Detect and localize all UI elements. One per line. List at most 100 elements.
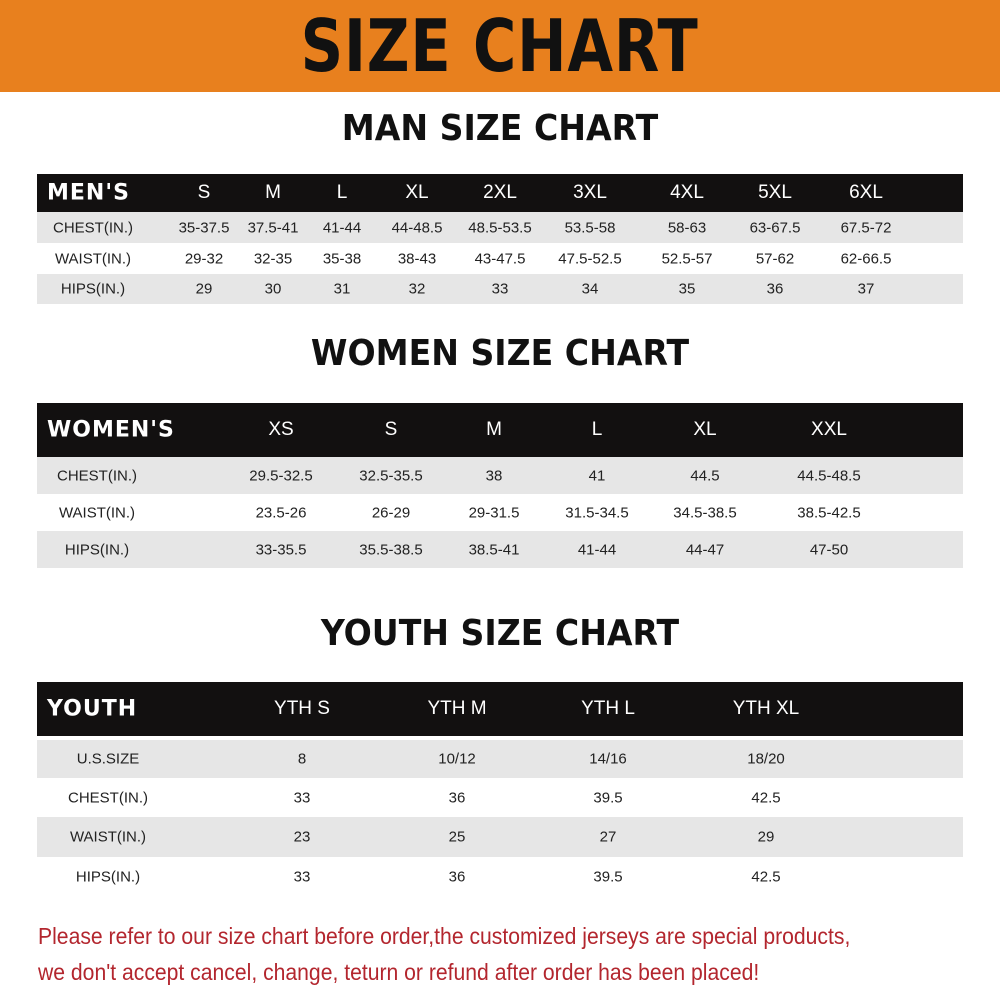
table-title-cell: WOMEN'S xyxy=(47,417,175,443)
size-header: XL xyxy=(405,182,429,203)
size-header: YTH XL xyxy=(732,698,800,719)
title-banner: SIZE CHART xyxy=(0,0,1000,92)
disclaimer-line-1: Please refer to our size chart before or… xyxy=(38,923,851,949)
measurement-cell: 29.5-32.5 xyxy=(249,467,313,484)
measurement-cell: 44.5 xyxy=(690,467,720,484)
measurement-cell: 63-67.5 xyxy=(749,219,801,236)
table-row: WAIST(IN.) 29-32 32-35 35-38 38-43 43-47.5 47.… xyxy=(37,243,963,274)
measurement-cell: 42.5 xyxy=(751,868,781,886)
measurement-cell: 29 xyxy=(757,828,775,846)
measurement-cell: 35 xyxy=(678,280,696,298)
size-header: 4XL xyxy=(670,182,704,203)
row-label: HIPS(IN.) xyxy=(75,868,141,886)
measurement-cell: 62-66.5 xyxy=(840,250,892,267)
table-row: CHEST(IN.) 33 36 39.5 42.5 xyxy=(37,778,963,817)
measurement-cell: 37.5-41 xyxy=(247,219,299,236)
measurement-cell: 29 xyxy=(195,280,213,298)
measurement-cell: 67.5-72 xyxy=(840,219,892,236)
measurement-cell: 33-35.5 xyxy=(255,541,307,558)
measurement-cell: 29-32 xyxy=(184,250,224,267)
men-section-title: MAN SIZE CHART xyxy=(341,108,659,149)
row-label: CHEST(IN.) xyxy=(53,219,133,236)
measurement-cell: 32-35 xyxy=(253,250,293,267)
table-row: HIPS(IN.) 33-35.5 35.5-38.5 38.5-41 41-44 44-… xyxy=(37,531,963,568)
measurement-cell: 47-50 xyxy=(809,541,849,558)
size-header: M xyxy=(486,419,502,440)
row-label: CHEST(IN.) xyxy=(57,467,137,484)
size-header: M xyxy=(265,182,281,203)
size-header: S xyxy=(384,419,398,440)
measurement-cell: 26-29 xyxy=(371,504,411,521)
measurement-cell: 57-62 xyxy=(755,250,795,267)
measurement-cell: 36 xyxy=(448,789,466,806)
measurement-cell: 36 xyxy=(766,280,784,298)
measurement-cell: 33 xyxy=(491,280,509,298)
page-title: SIZE CHART xyxy=(301,4,699,88)
measurement-cell: 47.5-52.5 xyxy=(558,250,622,267)
measurement-cell: 53.5-58 xyxy=(564,219,616,236)
header-row: YOUTH YTH S YTH M YTH L YTH XL xyxy=(37,682,963,736)
size-header: 3XL xyxy=(573,182,607,203)
table-title-cell: MEN'S xyxy=(47,180,130,206)
measurement-cell: 18/20 xyxy=(747,750,785,768)
women-size-table: WOMEN'S XS S M L XL XXL CHEST(IN.) 29.5-32.5 32.5… xyxy=(37,403,963,568)
measurement-cell: 44-48.5 xyxy=(391,219,443,236)
table-title-cell: YOUTH xyxy=(47,696,138,722)
row-label: WAIST(IN.) xyxy=(54,250,132,267)
size-header: 2XL xyxy=(483,182,517,203)
row-label: WAIST(IN.) xyxy=(69,828,147,846)
measurement-cell: 31.5-34.5 xyxy=(565,504,629,521)
table-row: CHEST(IN.) 29.5-32.5 32.5-35.5 38 41 44.5 44.5… xyxy=(37,457,963,494)
table-row: WAIST(IN.) 23.5-26 26-29 29-31.5 31.5-34.5 34… xyxy=(37,494,963,531)
measurement-cell: 39.5 xyxy=(593,789,623,806)
row-label: WAIST(IN.) xyxy=(58,504,136,521)
size-header: 6XL xyxy=(849,182,883,203)
size-header: XS xyxy=(268,419,294,440)
header-row: MEN'S S M L XL 2XL 3XL 4XL 5XL 6XL xyxy=(37,174,963,212)
measurement-cell: 25 xyxy=(448,828,466,846)
measurement-cell: 52.5-57 xyxy=(661,250,713,267)
measurement-cell: 23 xyxy=(293,828,311,846)
measurement-cell: 30 xyxy=(264,280,282,298)
measurement-cell: 35-38 xyxy=(322,250,362,267)
size-header: YTH M xyxy=(427,698,487,719)
measurement-cell: 34.5-38.5 xyxy=(673,504,737,521)
size-header: YTH L xyxy=(581,698,635,719)
men-size-table: MEN'S S M L XL 2XL 3XL 4XL 5XL 6XL CHEST(IN.) 35-37… xyxy=(37,174,963,304)
measurement-cell: 8 xyxy=(297,750,307,768)
measurement-cell: 35.5-38.5 xyxy=(359,541,423,558)
row-label: U.S.SIZE xyxy=(76,750,140,768)
measurement-cell: 44.5-48.5 xyxy=(797,467,861,484)
measurement-cell: 39.5 xyxy=(593,868,623,886)
measurement-cell: 42.5 xyxy=(751,789,781,806)
women-section-title: WOMEN SIZE CHART xyxy=(310,333,690,374)
size-header: YTH S xyxy=(274,698,330,719)
measurement-cell: 38.5-41 xyxy=(468,541,520,558)
measurement-cell: 14/16 xyxy=(589,750,627,768)
youth-section-title: YOUTH SIZE CHART xyxy=(320,613,680,654)
table-row: U.S.SIZE 8 10/12 14/16 18/20 xyxy=(37,740,963,778)
disclaimer-notice: Please refer to our size chart before or… xyxy=(38,918,884,990)
measurement-cell: 43-47.5 xyxy=(474,250,526,267)
measurement-cell: 37 xyxy=(857,280,875,298)
measurement-cell: 35-37.5 xyxy=(178,219,230,236)
measurement-cell: 33 xyxy=(293,868,311,886)
measurement-cell: 32.5-35.5 xyxy=(359,467,423,484)
table-row: WAIST(IN.) 23 25 27 29 xyxy=(37,817,963,857)
disclaimer-line-2: we don't accept cancel, change, teturn o… xyxy=(38,959,760,985)
measurement-cell: 32 xyxy=(408,280,426,298)
size-header: S xyxy=(197,182,211,203)
header-row: WOMEN'S XS S M L XL XXL xyxy=(37,403,963,457)
measurement-cell: 41-44 xyxy=(322,219,362,236)
size-header: XL xyxy=(693,419,717,440)
measurement-cell: 38-43 xyxy=(397,250,437,267)
measurement-cell: 36 xyxy=(448,868,466,886)
measurement-cell: 29-31.5 xyxy=(468,504,520,521)
measurement-cell: 41-44 xyxy=(577,541,617,558)
size-header: L xyxy=(591,419,603,440)
measurement-cell: 23.5-26 xyxy=(255,504,307,521)
measurement-cell: 38 xyxy=(485,467,503,484)
measurement-cell: 33 xyxy=(293,789,311,806)
size-header: 5XL xyxy=(758,182,792,203)
row-label: HIPS(IN.) xyxy=(60,280,126,298)
